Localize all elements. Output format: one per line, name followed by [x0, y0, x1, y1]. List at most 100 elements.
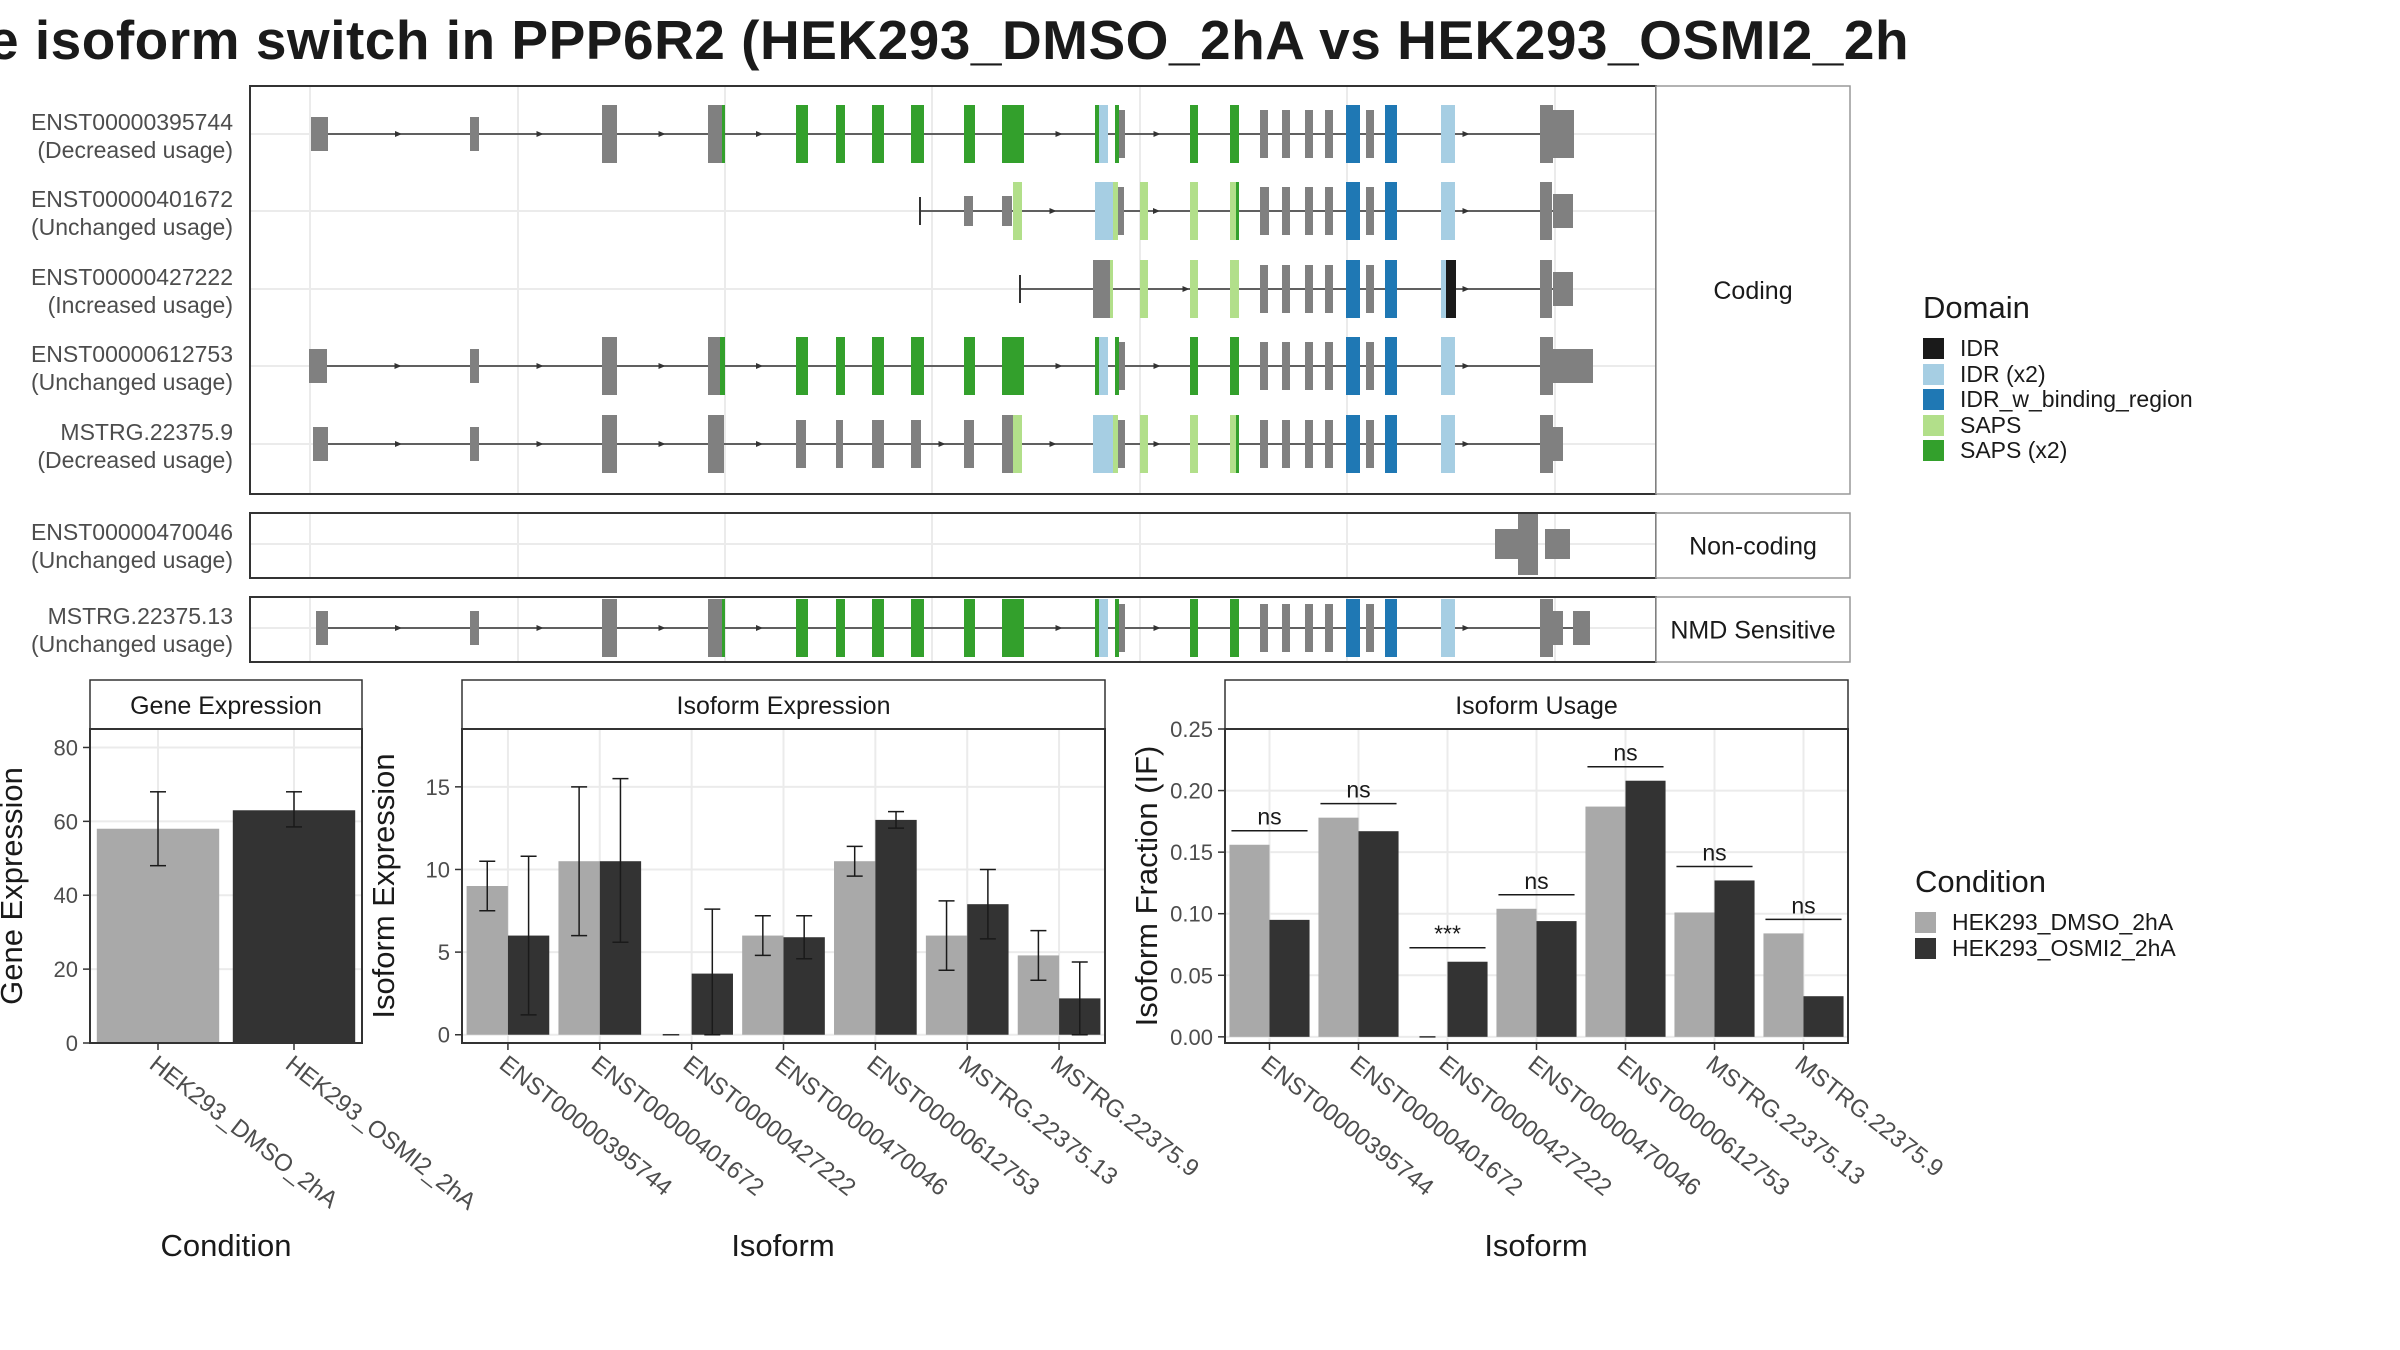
x-tick-label: ENST00000395744: [494, 1050, 677, 1201]
exon-block: [1553, 272, 1573, 306]
bar: [1625, 780, 1666, 1037]
intron-arrow: [1182, 286, 1190, 292]
exon-block: [470, 427, 479, 461]
bar: [1714, 880, 1755, 1037]
exon-block: [1305, 110, 1313, 158]
exon-block: [1325, 604, 1333, 652]
x-axis-label: Isoform: [731, 1228, 834, 1263]
x-axis-label: Condition: [161, 1228, 292, 1263]
intron-arrow: [1462, 363, 1470, 369]
exon-block: [1553, 194, 1573, 228]
panel-strip-label: Non-coding: [1689, 533, 1817, 561]
condition-legend-swatch: [1915, 912, 1936, 934]
exon-block: [964, 196, 973, 226]
transcript-usage-label: (Decreased usage): [37, 137, 233, 163]
exon-block: [1115, 604, 1125, 652]
bar: [1269, 919, 1310, 1037]
intron-arrow: [1462, 131, 1470, 137]
bar: [1674, 912, 1715, 1037]
domain-block: [911, 599, 924, 657]
x-tick-label: ENST00000470046: [770, 1050, 953, 1201]
exon-block: [1325, 265, 1333, 313]
domain-block: [1140, 260, 1148, 318]
exon-block: [1115, 187, 1124, 235]
bar: [834, 861, 876, 1035]
exon-block: [1282, 420, 1290, 468]
transcript-usage-label: (Increased usage): [48, 292, 233, 318]
domain-block: [911, 105, 924, 163]
significance-label: ns: [1702, 839, 1726, 865]
x-tick-label: MSTRG.22375.13: [1701, 1050, 1870, 1190]
exon-block: [602, 337, 617, 395]
domain-block: [1095, 182, 1113, 240]
y-tick-label: 20: [54, 957, 78, 982]
y-tick-label: 0.10: [1170, 902, 1213, 927]
domain-block: [1190, 337, 1198, 395]
y-tick-label: 60: [54, 809, 78, 834]
intron-arrow: [1049, 441, 1057, 447]
exon-block: [602, 415, 617, 473]
domain-block: [911, 337, 924, 395]
transcript-usage-label: (Unchanged usage): [31, 631, 233, 657]
intron-arrow: [536, 441, 544, 447]
bar: [1447, 961, 1488, 1037]
exon-block: [470, 117, 479, 151]
exon-block: [796, 420, 806, 468]
y-tick-label: 0: [438, 1023, 450, 1048]
intron-arrow: [756, 441, 763, 447]
significance-label: ns: [1613, 740, 1637, 766]
domain-legend-swatch: [1923, 440, 1944, 462]
domain-legend-swatch: [1923, 414, 1944, 436]
exon-block: [602, 105, 617, 163]
domain-block: [1230, 260, 1239, 318]
bar: [1358, 831, 1399, 1037]
domain-block: [1385, 260, 1397, 318]
panel-strip: [1655, 512, 1851, 579]
condition-legend-item: HEK293_OSMI2_2hA: [1915, 935, 2176, 962]
exon-block: [1282, 110, 1290, 158]
domain-block: [1115, 337, 1119, 395]
plot-panel-border: [1224, 728, 1849, 1044]
exon-block: [1305, 342, 1313, 390]
bar: [1585, 806, 1626, 1037]
exon-block: [1115, 342, 1125, 390]
intron-arrow: [395, 625, 402, 631]
bar: [1536, 921, 1577, 1037]
domain-block: [1441, 599, 1455, 657]
domain-block: [1095, 105, 1099, 163]
y-tick-label: 0.20: [1170, 779, 1213, 804]
x-tick-label: MSTRG.22375.9: [1790, 1050, 1949, 1182]
exon-block: [470, 349, 479, 383]
x-tick-label: MSTRG.22375.13: [954, 1050, 1123, 1190]
plot-panel-border: [89, 728, 363, 1044]
bar: [1318, 817, 1359, 1037]
domain-block: [1093, 415, 1113, 473]
x-tick-label: ENST00000401672: [586, 1050, 769, 1201]
exon-block: [1495, 529, 1520, 559]
domain-block: [1346, 105, 1360, 163]
intron-arrow: [395, 441, 402, 447]
domain-block: [1385, 105, 1397, 163]
exon-block: [1260, 187, 1269, 235]
domain-block: [964, 337, 975, 395]
intron-arrow: [1462, 208, 1470, 214]
exon-block: [1366, 342, 1374, 390]
domain-legend-label: IDR_w_binding_region: [1960, 386, 2193, 413]
exon-block: [1282, 187, 1290, 235]
intron-arrow: [1055, 363, 1063, 369]
exon-block: [1305, 187, 1313, 235]
significance-label: ns: [1346, 777, 1370, 803]
domain-block: [1385, 599, 1397, 657]
domain-block: [1002, 599, 1024, 657]
exon-block: [309, 349, 327, 383]
domain-block: [1190, 415, 1198, 473]
panel-strip-label: Coding: [1713, 277, 1792, 305]
bar: [875, 819, 917, 1035]
domain-legend-item: IDR_w_binding_region: [1923, 386, 2193, 413]
exon-block: [1540, 599, 1553, 657]
domain-block: [1346, 415, 1360, 473]
plot-strip: [1224, 679, 1849, 730]
condition-legend-item: HEK293_DMSO_2hA: [1915, 909, 2176, 936]
domain-legend-label: IDR: [1960, 335, 2000, 362]
bar: [1803, 996, 1844, 1037]
